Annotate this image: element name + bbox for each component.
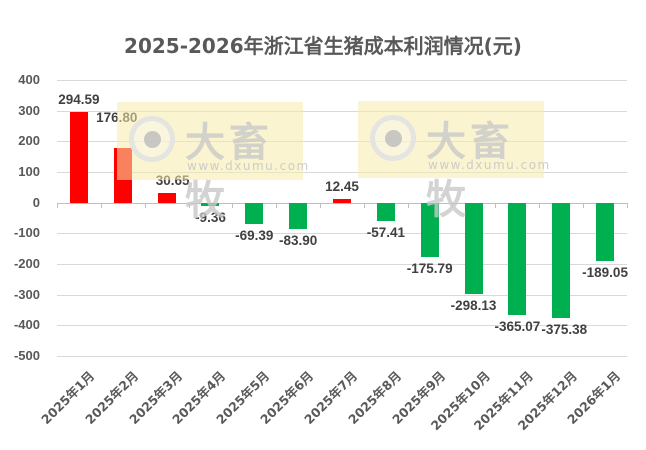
x-tick (101, 203, 102, 208)
y-tick-label: -500 (13, 348, 40, 363)
gridline (57, 325, 627, 326)
watermark-url: www.dxumu.com (428, 158, 551, 172)
y-tick-label: -400 (13, 317, 40, 332)
data-label: -365.07 (494, 318, 541, 334)
x-axis-line (57, 203, 627, 204)
bar (552, 203, 571, 319)
gridline (57, 356, 627, 357)
watermark-brand: 大畜牧 (426, 119, 514, 223)
bar (596, 203, 615, 261)
y-tick-label: 0 (32, 195, 40, 210)
watermark-brand: 大畜牧 (185, 120, 273, 224)
x-tick (320, 203, 321, 208)
bar (508, 203, 527, 315)
data-label: -375.38 (541, 322, 588, 338)
x-tick (495, 203, 496, 208)
data-label: -189.05 (582, 264, 628, 280)
bar (333, 198, 351, 203)
bar (201, 203, 220, 206)
x-tick (232, 203, 233, 208)
watermark-url: www.dxumu.com (187, 159, 310, 173)
data-label: 12.45 (325, 178, 359, 194)
gridline (57, 233, 627, 234)
x-tick (452, 203, 453, 208)
y-tick-label: 100 (18, 164, 40, 179)
x-tick (364, 203, 365, 208)
x-tick (539, 203, 540, 208)
gridline (57, 111, 627, 112)
gridline (57, 141, 627, 142)
gridline (57, 172, 627, 173)
x-tick (57, 203, 58, 208)
watermark: 大畜牧 www.dxumu.com (117, 102, 308, 224)
y-tick-label: -300 (13, 287, 40, 302)
gridline (57, 80, 627, 81)
y-tick-label: -200 (13, 256, 40, 271)
data-label: -69.39 (235, 228, 274, 244)
bar (157, 193, 176, 203)
bar (245, 203, 264, 225)
watermark-logo-icon (370, 115, 416, 161)
y-tick-label: 400 (18, 72, 40, 87)
data-label: -298.13 (450, 298, 497, 314)
data-label: -57.41 (366, 224, 405, 240)
x-tick (583, 203, 584, 208)
data-label: -9.36 (195, 209, 226, 225)
data-label: -175.79 (406, 260, 453, 276)
x-tick (408, 203, 409, 208)
x-tick (145, 203, 146, 208)
x-tick (276, 203, 277, 208)
bar (289, 203, 308, 229)
x-tick (189, 203, 190, 208)
bar (420, 203, 439, 257)
chart-title: 2025-2026年浙江省生猪成本利润情况(元) (124, 34, 522, 58)
gridline (57, 264, 627, 265)
bar (376, 203, 395, 221)
bar (69, 112, 88, 203)
x-tick (627, 203, 628, 208)
data-label: 294.59 (58, 92, 100, 108)
y-tick-label: -100 (13, 225, 40, 240)
watermark-logo-icon (129, 116, 175, 162)
watermark: 大畜牧 www.dxumu.com (358, 101, 549, 223)
bar (464, 203, 483, 295)
y-tick-label: 200 (18, 133, 40, 148)
gridline (57, 295, 627, 296)
data-label: -83.90 (279, 232, 318, 248)
y-tick-label: 300 (18, 103, 40, 118)
